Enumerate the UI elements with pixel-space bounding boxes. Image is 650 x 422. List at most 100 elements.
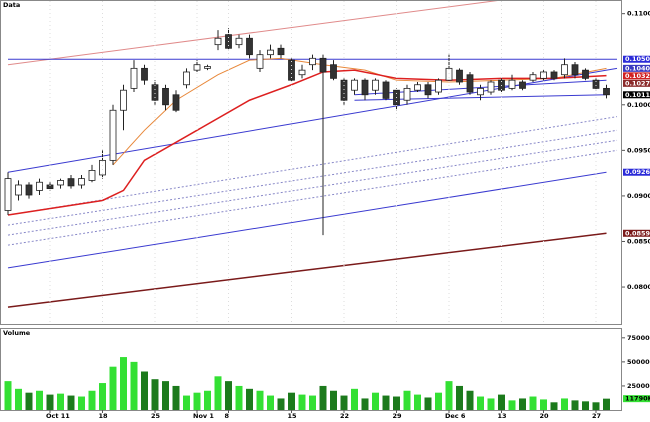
candle-body bbox=[330, 64, 337, 79]
candle-body bbox=[361, 79, 369, 96]
volume-marker-label: 11790K bbox=[625, 395, 650, 403]
volume-bar bbox=[172, 385, 180, 410]
price-marker-label: 0.0926 bbox=[625, 168, 650, 176]
volume-bar bbox=[424, 397, 432, 410]
candle-body bbox=[571, 64, 579, 76]
volume-bar bbox=[519, 398, 526, 410]
candle-body bbox=[351, 79, 358, 91]
candle-body bbox=[78, 178, 85, 186]
volume-bar bbox=[15, 388, 22, 410]
volume-bar bbox=[120, 357, 127, 410]
overlay-line bbox=[7, 149, 618, 246]
candle-body bbox=[267, 49, 274, 56]
candle-body bbox=[130, 67, 138, 89]
price-marker bbox=[623, 55, 650, 63]
volume-bar bbox=[603, 398, 610, 410]
candle-body bbox=[25, 184, 33, 196]
x-tick-label: 13 bbox=[498, 412, 507, 420]
volume-bar bbox=[225, 381, 232, 410]
x-tick-label: Nov 1 bbox=[193, 412, 214, 420]
volume-bar bbox=[256, 390, 264, 410]
candle-body bbox=[540, 71, 547, 79]
candle-body bbox=[414, 84, 421, 91]
candle-body bbox=[36, 181, 43, 191]
candle-body bbox=[508, 79, 516, 89]
volume-marker bbox=[623, 395, 650, 403]
candle-body bbox=[204, 66, 211, 69]
volume-bar bbox=[319, 385, 327, 410]
price-marker bbox=[623, 229, 650, 237]
volume-tick-label: 75000K bbox=[627, 334, 650, 342]
candle-body bbox=[582, 69, 589, 79]
volume-bar bbox=[57, 393, 64, 410]
candle-body bbox=[340, 79, 348, 101]
x-tick-label: 27 bbox=[592, 412, 601, 420]
price-marker bbox=[623, 91, 650, 99]
candle-body bbox=[4, 178, 12, 211]
volume-bar bbox=[193, 392, 201, 410]
candle-body bbox=[424, 84, 432, 96]
volume-bar bbox=[351, 388, 358, 410]
candle-body bbox=[456, 69, 463, 83]
candle-body bbox=[435, 79, 442, 93]
price-marker-label: 0.1032 bbox=[625, 72, 650, 80]
candle-body bbox=[151, 84, 159, 101]
volume-bar bbox=[277, 398, 285, 410]
volume-bar bbox=[46, 394, 54, 410]
candle-body bbox=[477, 87, 484, 96]
volume-bar bbox=[508, 400, 516, 410]
candle-body bbox=[120, 89, 127, 111]
volume-bar bbox=[466, 390, 474, 410]
volume-bar bbox=[151, 379, 159, 410]
overlay-line bbox=[7, 129, 618, 226]
candle-body bbox=[214, 37, 222, 46]
candle-body bbox=[57, 180, 64, 186]
candle-body bbox=[15, 184, 22, 196]
overlay-line bbox=[7, 116, 618, 216]
price-marker bbox=[623, 168, 650, 176]
volume-bar bbox=[435, 392, 442, 410]
candle-body bbox=[67, 178, 75, 187]
candle-body bbox=[403, 87, 411, 101]
volume-bar bbox=[487, 398, 495, 410]
candle-body bbox=[193, 64, 201, 71]
volume-bar bbox=[561, 398, 568, 410]
y-tick-label: 0.1000 bbox=[627, 101, 650, 109]
price-marker bbox=[623, 79, 650, 87]
y-tick-label: 0.0800 bbox=[627, 283, 650, 291]
price-marker bbox=[623, 72, 650, 80]
volume-bar bbox=[288, 392, 295, 410]
volume-bar bbox=[382, 395, 390, 410]
candle-body bbox=[445, 67, 453, 81]
candle-body bbox=[603, 87, 610, 96]
candle-body bbox=[487, 81, 495, 93]
candle-body bbox=[372, 79, 379, 91]
volume-bar bbox=[267, 395, 274, 410]
price-pane bbox=[0, 0, 622, 325]
volume-bar bbox=[141, 371, 148, 410]
candle-body bbox=[529, 74, 537, 81]
volume-bar bbox=[78, 396, 85, 410]
price-marker-label: 0.1027 bbox=[625, 79, 650, 87]
y-tick-label: 0.0900 bbox=[627, 192, 650, 200]
volume-bar bbox=[183, 395, 190, 410]
price-marker bbox=[623, 64, 650, 72]
candle-body bbox=[172, 94, 180, 111]
candle-body bbox=[561, 64, 568, 76]
volume-bar bbox=[498, 394, 505, 410]
volume-bar bbox=[99, 383, 106, 410]
x-tick-label: 18 bbox=[99, 412, 109, 420]
overlay-line bbox=[7, 69, 607, 216]
price-title: Data bbox=[3, 1, 20, 9]
price-marker-label: 0.1011 bbox=[625, 91, 650, 99]
candle-body bbox=[519, 81, 526, 89]
candle-body bbox=[288, 59, 295, 81]
candle-body bbox=[46, 184, 54, 190]
volume-bar bbox=[25, 392, 33, 410]
volume-bar bbox=[330, 390, 337, 410]
candle-body bbox=[309, 57, 316, 66]
volume-bar bbox=[550, 402, 558, 410]
volume-bar bbox=[214, 376, 222, 410]
volume-bar bbox=[204, 390, 211, 410]
